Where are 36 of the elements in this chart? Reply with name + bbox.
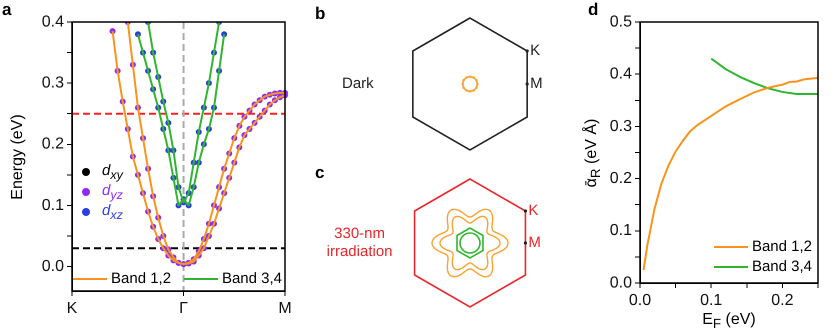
text: M [528,234,541,252]
y-tick-label: 0.1 [42,196,64,214]
y-tick-label: 0.1 [610,222,632,240]
y-tick-label: 0.3 [610,118,632,135]
y-tick-label: 0.4 [42,13,64,30]
y-tick-label: 0.0 [42,258,64,275]
x-tick-label: K [66,300,78,318]
legend-label: Band 3,4 [222,270,282,287]
y-tick-label: 0.4 [610,66,632,83]
y-tick-label: 0.2 [610,170,632,188]
x-tick-label: Γ [179,300,188,318]
x-tick-label: 0.0 [628,292,652,310]
text: K [528,202,538,220]
legend-label: Band 3,4 [752,257,812,277]
text: M [530,75,543,93]
y-tick-label: 0.5 [610,13,632,30]
legend-label: Band 1,2 [752,237,812,257]
legend-label: Band 1,2 [111,270,172,287]
y-tick-label: 0.0 [610,274,632,292]
legend-label: d$_{xz}$ [102,202,123,222]
x-axis-title: E$_{F}$ (eV) [702,311,756,332]
text: c [315,163,324,183]
y-tick-label: 0.3 [42,74,64,92]
text: K [530,42,540,60]
chart-title: a [2,0,12,20]
y-tick-label: 0.2 [42,136,64,153]
x-tick-label: 0.2 [771,292,794,310]
text: Dark [341,75,375,93]
legend-label: d$_{xy}$ [102,162,123,182]
legend-label: d$_{yz}$ [102,182,123,202]
text: b [315,4,326,24]
chart-title: d [588,0,598,20]
y-axis-title: Energy (eV) [9,114,27,200]
x-tick-label: M [278,300,292,318]
x-tick-label: 0.1 [700,292,722,310]
text: 330-nm irradiation [326,225,394,261]
